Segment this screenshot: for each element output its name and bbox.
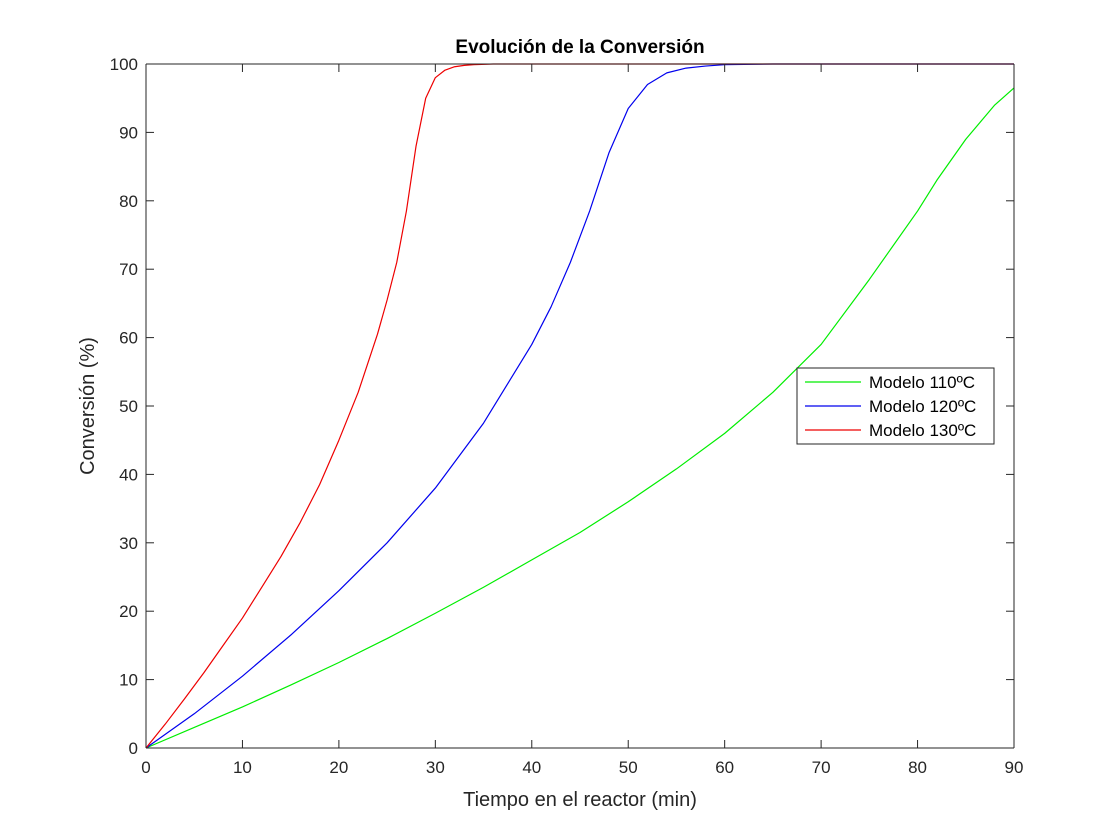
chart-title: Evolución de la Conversión xyxy=(455,37,704,58)
y-axis-label: Conversión (%) xyxy=(77,337,99,475)
x-tick-label: 0 xyxy=(141,758,150,777)
x-tick-label: 80 xyxy=(908,758,927,777)
y-tick-label: 10 xyxy=(119,671,138,690)
y-tick-label: 80 xyxy=(119,192,138,211)
series-line-1 xyxy=(145,87,1015,749)
legend-label-2: Modelo 120ºC xyxy=(869,397,976,416)
x-tick-label: 30 xyxy=(426,758,445,777)
y-tick-label: 50 xyxy=(119,397,138,416)
x-tick-label: 40 xyxy=(522,758,541,777)
x-tick-label: 70 xyxy=(812,758,831,777)
legend-label-3: Modelo 130ºC xyxy=(869,421,976,440)
y-tick-label: 30 xyxy=(119,534,138,553)
y-tick-label: 20 xyxy=(119,602,138,621)
x-axis-label: Tiempo en el reactor (min) xyxy=(463,789,697,811)
x-tick-label: 10 xyxy=(233,758,252,777)
plot-area: 0 10 20 30 40 50 60 70 80 90 0 10 20 30 40 50 60 70 80 90 10… xyxy=(110,55,1024,777)
y-tick-label: 40 xyxy=(119,465,138,484)
y-tick-label: 100 xyxy=(110,55,138,74)
y-tick-label: 90 xyxy=(119,123,138,142)
y-tick-label: 0 xyxy=(129,739,138,758)
x-tick-label: 60 xyxy=(715,758,734,777)
legend-label-1: Modelo 110ºC xyxy=(869,373,975,392)
y-tick-label: 60 xyxy=(119,329,138,348)
x-tick-label: 50 xyxy=(619,758,638,777)
x-tick-label: 20 xyxy=(329,758,348,777)
x-tick-label: 90 xyxy=(1005,758,1024,777)
legend: Modelo 110ºC Modelo 120ºC Modelo 130ºC xyxy=(796,367,995,445)
y-tick-label: 70 xyxy=(119,260,138,279)
